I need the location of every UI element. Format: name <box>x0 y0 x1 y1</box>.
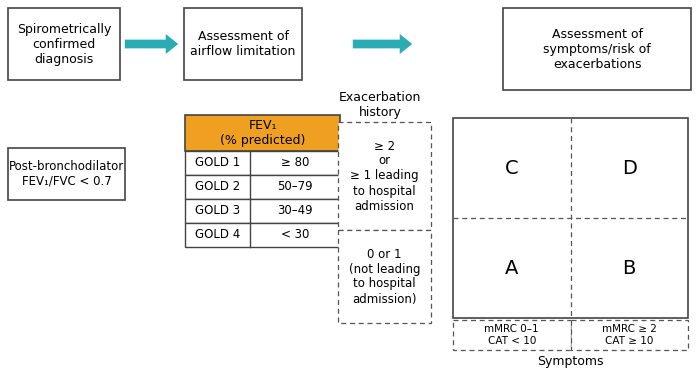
Bar <box>453 118 688 318</box>
Text: Post-bronchodilator
FEV₁/FVC < 0.7: Post-bronchodilator FEV₁/FVC < 0.7 <box>9 160 124 188</box>
Bar <box>338 122 431 230</box>
Bar <box>338 230 431 323</box>
Bar <box>8 8 120 80</box>
Text: GOLD 3: GOLD 3 <box>195 204 240 218</box>
Text: ≥ 80: ≥ 80 <box>281 156 309 170</box>
Text: Exacerbation
history: Exacerbation history <box>339 91 421 119</box>
Bar <box>184 8 302 80</box>
Text: D: D <box>622 158 637 177</box>
Bar <box>185 223 340 247</box>
Text: 50–79: 50–79 <box>277 181 313 193</box>
Text: A: A <box>505 259 519 278</box>
Bar <box>503 8 691 90</box>
Text: FEV₁
(% predicted): FEV₁ (% predicted) <box>220 119 305 147</box>
Text: Spirometrically
confirmed
diagnosis: Spirometrically confirmed diagnosis <box>17 23 111 66</box>
Bar <box>8 148 125 200</box>
Bar <box>185 151 340 175</box>
Text: B: B <box>622 259 636 278</box>
Text: Assessment of
airflow limitation: Assessment of airflow limitation <box>190 30 295 58</box>
Text: Assessment of
symptoms/risk of
exacerbations: Assessment of symptoms/risk of exacerbat… <box>543 28 651 71</box>
Text: GOLD 2: GOLD 2 <box>195 181 240 193</box>
Text: mMRC 0–1
CAT < 10: mMRC 0–1 CAT < 10 <box>484 324 539 346</box>
Bar <box>185 175 340 199</box>
Text: GOLD 1: GOLD 1 <box>195 156 240 170</box>
Bar <box>185 115 340 151</box>
Bar <box>453 320 570 350</box>
Text: 0 or 1
(not leading
to hospital
admission): 0 or 1 (not leading to hospital admissio… <box>349 248 420 305</box>
Text: mMRC ≥ 2
CAT ≥ 10: mMRC ≥ 2 CAT ≥ 10 <box>602 324 657 346</box>
Text: 30–49: 30–49 <box>277 204 313 218</box>
Text: GOLD 4: GOLD 4 <box>195 229 240 241</box>
Text: < 30: < 30 <box>281 229 309 241</box>
Text: ≥ 2
or
≥ 1 leading
to hospital
admission: ≥ 2 or ≥ 1 leading to hospital admission <box>350 140 419 213</box>
Bar <box>570 320 688 350</box>
Text: C: C <box>505 158 519 177</box>
Text: Symptoms: Symptoms <box>538 356 603 369</box>
Bar <box>185 199 340 223</box>
